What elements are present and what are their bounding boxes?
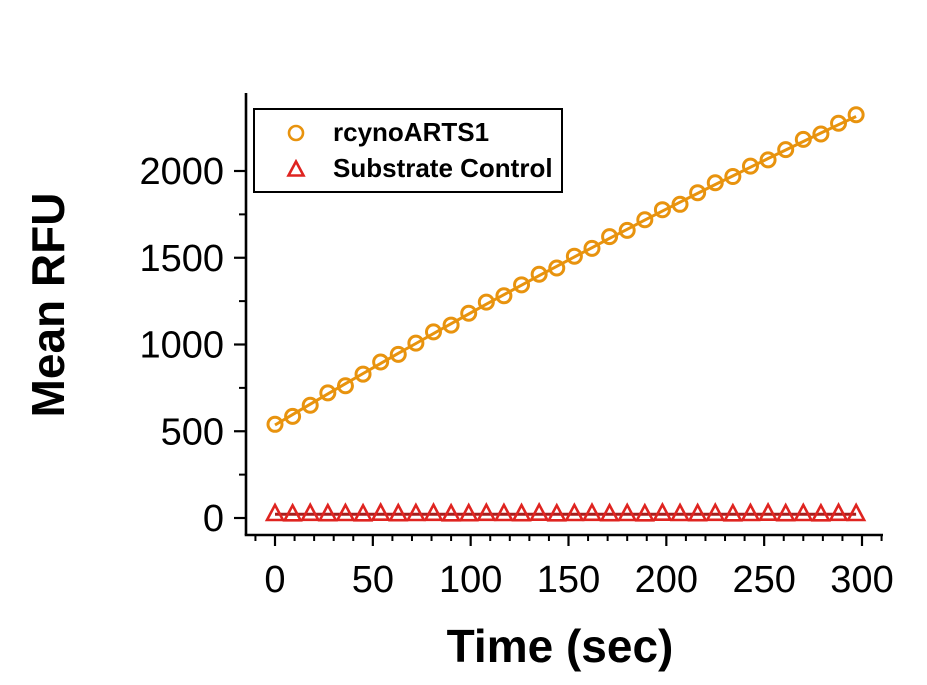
data-point-triangle	[388, 502, 409, 522]
data-point-triangle	[564, 502, 585, 522]
data-point-triangle	[546, 502, 567, 522]
circle-marker-icon	[287, 124, 305, 141]
data-point-triangle	[476, 502, 497, 522]
data-point-circle	[442, 316, 460, 334]
data-point-circle	[513, 276, 531, 294]
x-tick-label: 250	[732, 559, 795, 601]
y-tick-label: 1000	[139, 325, 224, 367]
data-point-triangle	[352, 502, 374, 522]
data-point-circle	[724, 168, 742, 186]
data-point-circle	[354, 365, 372, 383]
data-point-circle	[618, 221, 636, 239]
data-point-circle	[548, 259, 566, 277]
data-point-triangle	[423, 502, 444, 522]
x-tick-label: 100	[439, 559, 502, 601]
data-point-circle	[372, 353, 390, 371]
x-axis-title: Time (sec)	[446, 620, 674, 672]
data-point-triangle	[282, 502, 303, 522]
data-point-circle	[794, 130, 812, 148]
data-point-triangle	[828, 502, 849, 522]
data-point-circle	[706, 174, 724, 192]
data-point-circle	[284, 407, 302, 425]
data-point-circle	[653, 201, 671, 219]
data-point-triangle	[458, 502, 479, 522]
data-point-circle	[407, 334, 425, 352]
data-point-circle	[689, 184, 707, 202]
data-point-triangle	[440, 502, 462, 522]
data-point-circle	[847, 106, 865, 124]
data-point-triangle	[845, 502, 867, 522]
data-point-triangle	[511, 502, 532, 522]
data-point-circle	[636, 211, 654, 229]
data-point-circle	[741, 157, 759, 175]
data-point-triangle	[335, 502, 356, 522]
triangle-marker-icon	[286, 158, 306, 177]
data-point-circle	[601, 228, 619, 246]
legend-item-rcynoarts1: rcynoARTS1	[285, 117, 561, 148]
data-point-circle	[301, 396, 319, 414]
data-point-triangle	[705, 502, 726, 522]
data-point-circle	[583, 239, 601, 257]
y-tick-label: 500	[161, 411, 224, 453]
data-point-triangle	[687, 502, 708, 522]
data-point-triangle	[370, 501, 391, 521]
data-point-triangle	[775, 502, 796, 522]
data-point-triangle	[722, 502, 744, 522]
x-tick-label: 50	[352, 559, 394, 601]
legend-item-substrate-control: Substrate Control	[285, 153, 561, 184]
data-point-triangle	[634, 502, 655, 522]
data-point-triangle	[317, 502, 338, 522]
data-point-circle	[830, 114, 848, 132]
data-point-circle	[530, 265, 548, 283]
data-point-triangle	[405, 502, 427, 522]
data-point-circle	[319, 384, 337, 402]
data-point-triangle	[264, 502, 286, 522]
y-tick-label: 1500	[139, 238, 224, 280]
y-axis-title: Mean RFU	[22, 192, 74, 418]
legend-label: Substrate Control	[333, 153, 553, 183]
data-point-circle	[460, 304, 478, 322]
data-point-triangle	[810, 502, 832, 522]
data-point-circle	[266, 415, 284, 433]
data-point-triangle	[740, 502, 761, 522]
data-point-triangle	[669, 502, 691, 522]
data-point-triangle	[528, 501, 550, 521]
data-point-circle	[389, 345, 407, 363]
data-point-triangle	[581, 502, 603, 522]
y-tick-label: 2000	[139, 151, 224, 193]
data-point-circle	[424, 323, 442, 341]
data-point-circle	[495, 287, 513, 305]
y-tick-label: 0	[203, 498, 224, 540]
series-line-circle	[274, 115, 857, 427]
data-point-circle	[777, 141, 795, 159]
data-point-triangle	[793, 502, 814, 522]
x-tick-label: 150	[537, 559, 600, 601]
data-point-circle	[671, 195, 689, 213]
x-tick-label: 0	[264, 559, 285, 601]
data-point-circle	[477, 293, 495, 311]
legend: rcynoARTS1 Substrate Control	[253, 108, 563, 193]
legend-label: rcynoARTS1	[333, 117, 490, 147]
x-tick-label: 200	[635, 559, 698, 601]
data-point-circle	[759, 151, 777, 169]
x-tick-label: 300	[830, 559, 893, 601]
data-point-triangle	[617, 502, 638, 522]
data-point-triangle	[652, 501, 673, 521]
data-point-circle	[336, 377, 354, 395]
data-point-triangle	[757, 501, 779, 521]
data-point-triangle	[599, 502, 620, 522]
data-point-circle	[565, 247, 583, 265]
data-point-circle	[812, 125, 830, 143]
data-point-triangle	[493, 502, 515, 522]
data-point-triangle	[300, 502, 321, 522]
